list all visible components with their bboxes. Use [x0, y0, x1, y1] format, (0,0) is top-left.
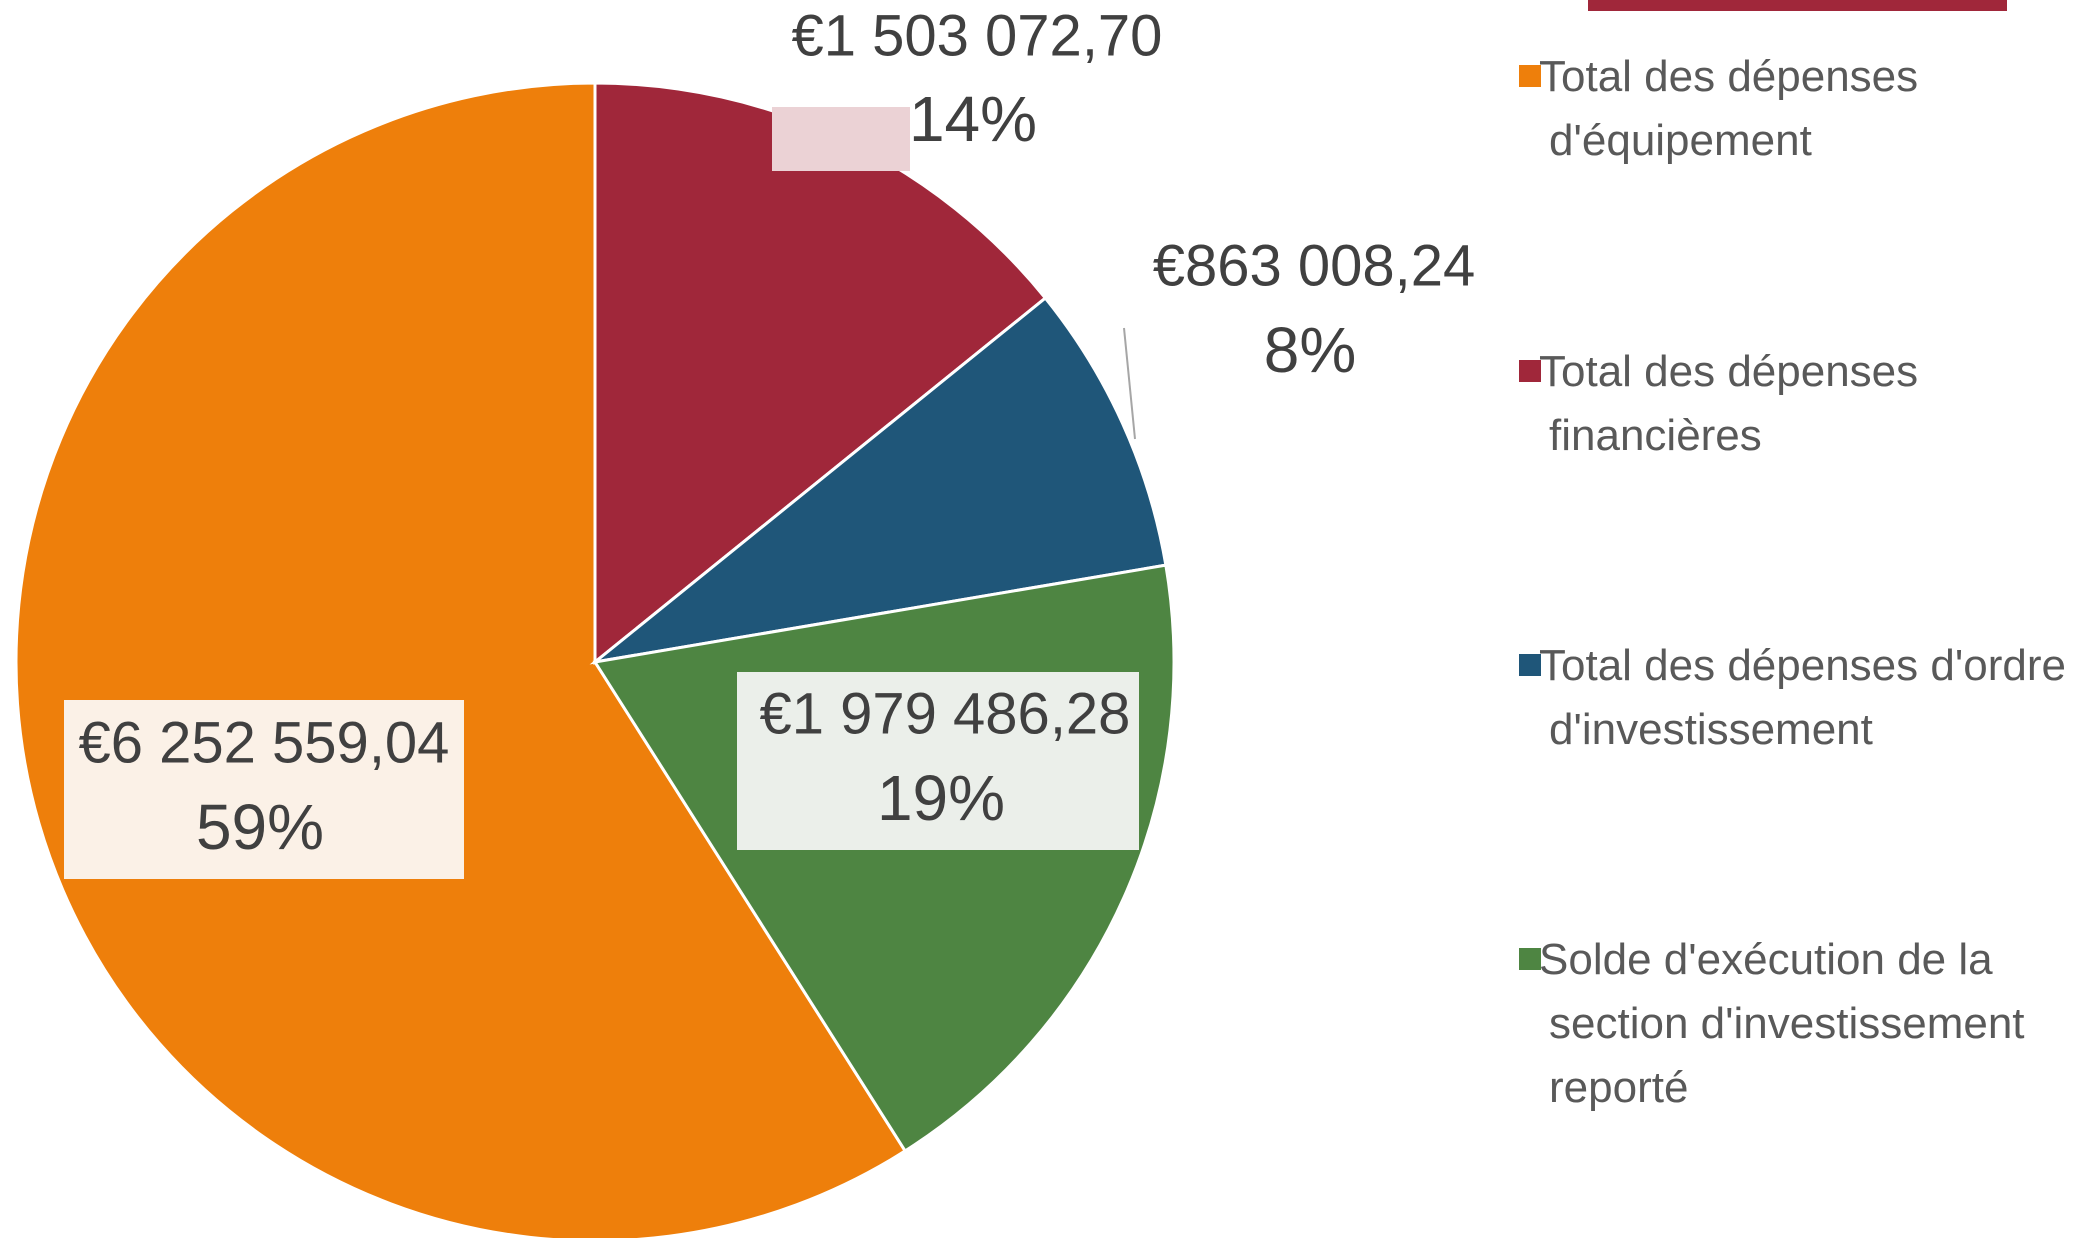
- legend-item: Total des dépenses d'équipement: [1505, 45, 2087, 173]
- legend-item: Total des dépenses d'ordre d'investissem…: [1505, 634, 2087, 762]
- legend-swatch: [1519, 65, 1541, 87]
- label-box: [737, 672, 1139, 850]
- header-bar: [1588, 0, 2007, 11]
- legend-label: Solde d'exécution de la section d'invest…: [1539, 935, 2025, 1112]
- value-label: €863 008,24: [1153, 233, 1476, 298]
- percent-label: 19%: [877, 762, 1005, 834]
- leader-line: [1123, 327, 1136, 440]
- legend-item: Total des dépenses financières: [1505, 340, 2087, 468]
- pie-slice: [14, 81, 908, 1238]
- percent-label: 59%: [196, 791, 324, 863]
- legend-swatch: [1519, 948, 1541, 970]
- label-box: [64, 700, 464, 879]
- value-label: €6 252 559,04: [79, 710, 450, 775]
- legend-label: Total des dépenses financières: [1539, 347, 1919, 460]
- percent-label: 8%: [1264, 314, 1357, 386]
- percent-label: 14%: [909, 83, 1037, 155]
- legend-label: Total des dépenses d'ordre d'investissem…: [1539, 641, 2066, 754]
- legend-item: Solde d'exécution de la section d'invest…: [1505, 928, 2087, 1120]
- value-label: €1 503 072,70: [792, 3, 1163, 68]
- pie-slice: [589, 295, 1168, 665]
- value-label: €1 979 486,28: [760, 681, 1131, 746]
- legend-swatch: [1519, 360, 1541, 382]
- label-box: [772, 107, 910, 171]
- legend-label: Total des dépenses d'équipement: [1539, 52, 1919, 165]
- legend-swatch: [1519, 654, 1541, 676]
